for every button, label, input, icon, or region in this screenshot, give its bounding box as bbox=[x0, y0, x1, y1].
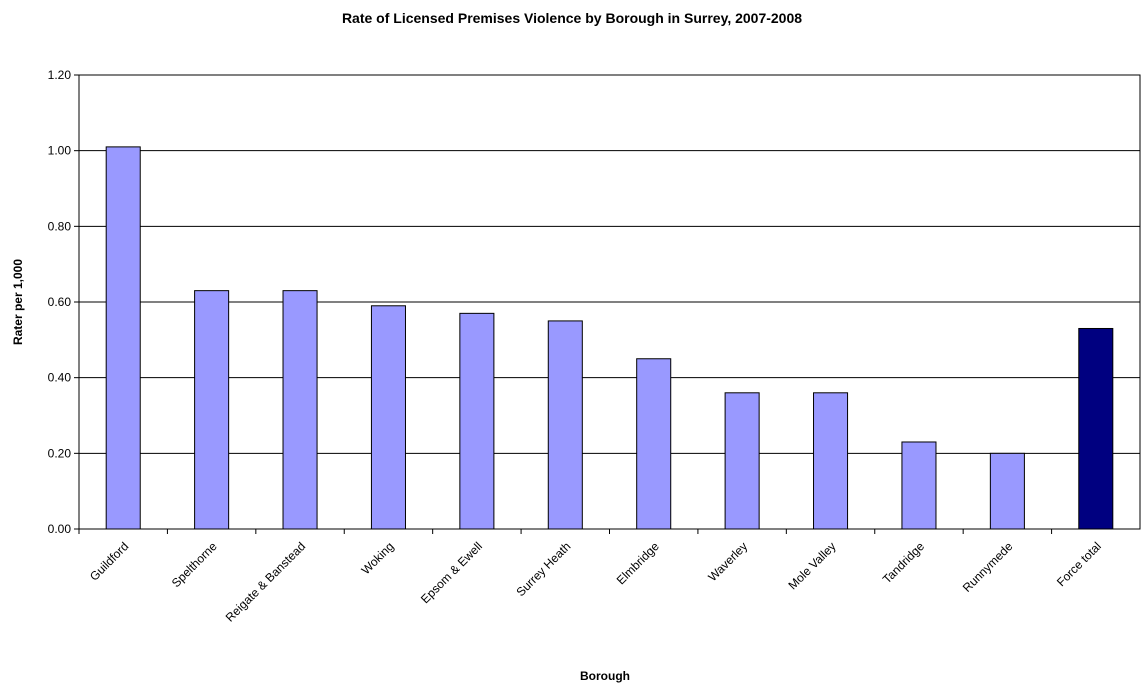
grid-lines bbox=[79, 74, 1140, 454]
x-axis-title: Borough bbox=[580, 669, 630, 683]
y-tick-label: 0.80 bbox=[48, 219, 72, 233]
x-category-label: Woking bbox=[359, 539, 397, 577]
bar-mole-valley bbox=[813, 392, 849, 530]
x-category-label: Force total bbox=[1054, 539, 1104, 589]
x-category-label: Elmbridge bbox=[614, 539, 662, 587]
bar-surrey-heath bbox=[547, 320, 583, 530]
x-category-label: Epsom & Ewell bbox=[418, 539, 485, 606]
bar-force-total bbox=[1078, 327, 1114, 530]
y-tick-label: 0.40 bbox=[48, 371, 72, 385]
x-category-label: Mole Valley bbox=[786, 539, 839, 592]
x-category-label: Surrey Heath bbox=[514, 539, 574, 599]
y-tick-labels: 0.00 0.20 0.40 0.60 0.80 1.00 1.20 bbox=[48, 68, 79, 536]
y-tick-label: 0.60 bbox=[48, 295, 72, 309]
y-tick-label: 0.00 bbox=[48, 522, 72, 536]
bar-waverley bbox=[724, 392, 760, 530]
y-tick-label: 1.20 bbox=[48, 68, 72, 82]
bar-woking bbox=[370, 305, 406, 530]
bars bbox=[105, 146, 1114, 530]
x-category-label: Spelthorne bbox=[169, 539, 220, 590]
bar-runnymede bbox=[989, 452, 1025, 530]
y-tick-label: 1.00 bbox=[48, 144, 72, 158]
bar-epsom-ewell bbox=[459, 312, 495, 530]
bar-spelthorne bbox=[194, 290, 230, 530]
x-category-label: Guildford bbox=[87, 539, 131, 583]
bar-reigate-banstead bbox=[282, 290, 318, 530]
x-category-labels: Guildford Spelthorne Reigate & Banstead Wok… bbox=[78, 529, 1104, 625]
x-category-label: Tandridge bbox=[880, 539, 927, 586]
y-axis-title: Rater per 1,000 bbox=[11, 259, 25, 345]
y-tick-label: 0.20 bbox=[48, 446, 72, 460]
chart-title: Rate of Licensed Premises Violence by Bo… bbox=[342, 10, 802, 26]
x-category-label: Waverley bbox=[705, 539, 750, 584]
bar-tandridge bbox=[901, 441, 937, 530]
bar-elmbridge bbox=[636, 358, 672, 530]
x-category-label: Reigate & Banstead bbox=[223, 539, 308, 624]
bar-guildford bbox=[105, 146, 141, 530]
x-category-label: Runnymede bbox=[960, 539, 1016, 595]
